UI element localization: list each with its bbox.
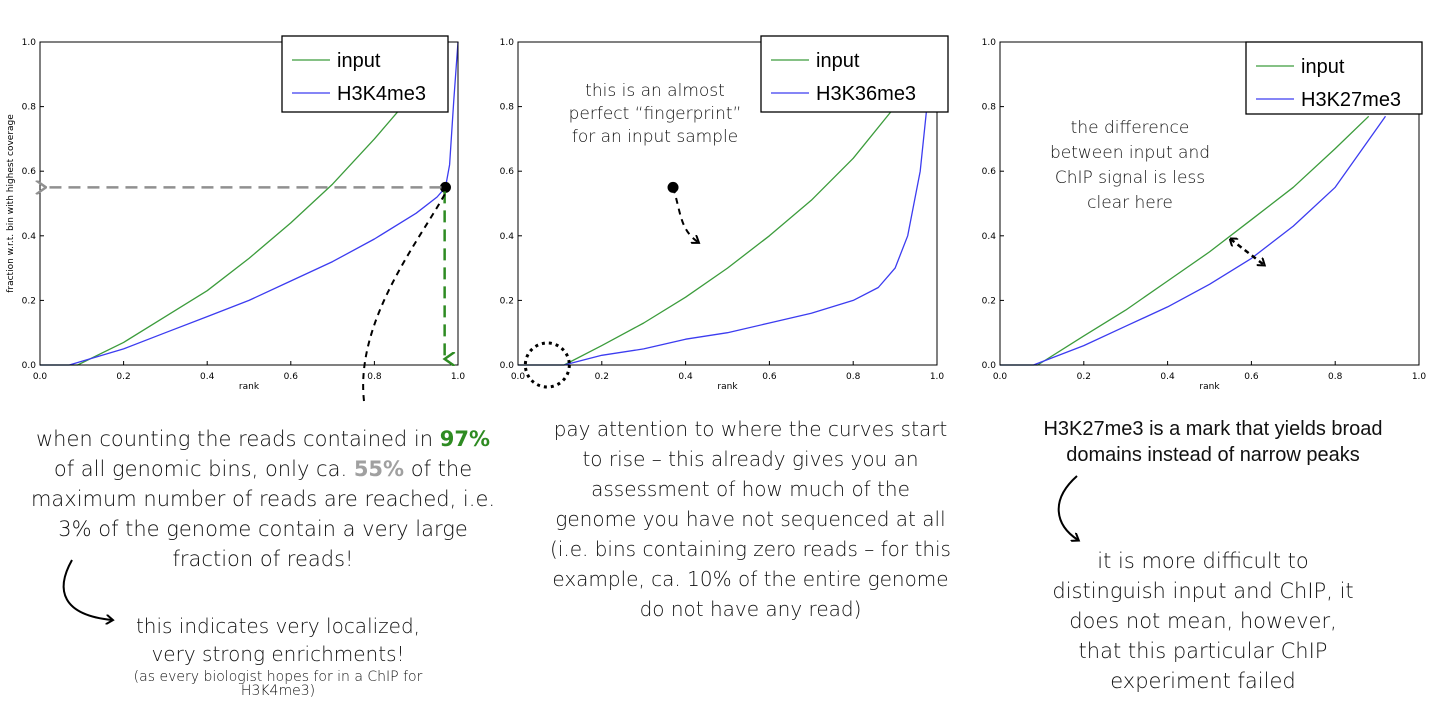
chart-h3k27me3: 0.0 0.2 0.4 0.6 0.8 1.0 0.0 0.2 0.4 0.6 0.8 1.0 rank…: [982, 38, 1427, 392]
x-tick-label: 0.8: [367, 372, 382, 382]
y-tick-label: 1.0: [22, 38, 37, 48]
y-tick-label: 0.0: [982, 361, 997, 371]
caption-h3k27me3: H3K27me3 is a mark that yields broad dom…: [1043, 418, 1383, 466]
note-chip-not-failed: it is more difficult to distinguish inpu…: [1052, 549, 1354, 693]
legend: input H3K36me3: [760, 35, 949, 113]
x-tick-label: 0.4: [200, 372, 215, 382]
note-localized-enrichments: this indicates very localized, very stro…: [135, 614, 421, 666]
y-tick-label: 1.0: [982, 38, 997, 48]
caption-text-2: of all genomic bins, only ca.: [53, 457, 354, 481]
series-line-input: [1000, 115, 1370, 366]
x-tick-label: 1.0: [930, 372, 945, 382]
x-tick-label: 0.6: [1244, 372, 1259, 382]
note-biologist-hopes: (as every biologist hopes for in a ChIP …: [133, 669, 423, 699]
x-axis-label: rank: [717, 382, 738, 392]
legend: input H3K4me3: [281, 35, 449, 113]
y-tick-label: 0.6: [22, 167, 37, 177]
x-tick-label: 0.4: [678, 372, 693, 382]
x-axis-label: rank: [1199, 382, 1220, 392]
legend-entry-h3k36me3: H3K36me3: [816, 83, 916, 105]
curved-arrow-right-note: [1057, 475, 1078, 540]
double-arrow-between-curves: [1230, 239, 1264, 265]
y-tick-label: 0.0: [500, 361, 515, 371]
series-line-h3k36me3: [518, 90, 930, 366]
x-tick-label: 0.2: [1077, 372, 1091, 382]
y-tick-label: 0.0: [22, 361, 37, 371]
note-difference-less-clear: the difference between input and ChIP si…: [1049, 118, 1211, 213]
y-tick-label: 0.4: [982, 232, 997, 242]
legend-entry-input: input: [1301, 56, 1345, 78]
legend-entry-h3k27me3: H3K27me3: [1301, 89, 1401, 111]
x-tick-label: 1.0: [1412, 372, 1427, 382]
legend-entry-input: input: [337, 50, 381, 72]
caption-text-3: of the maximum number of reads are reach…: [30, 457, 496, 571]
y-tick-label: 0.4: [22, 232, 37, 242]
legend-entry-input: input: [816, 50, 860, 72]
curved-dashed-arrow: [362, 191, 447, 402]
y-tick-label: 0.8: [982, 103, 997, 113]
caption-text-1: when counting the reads contained in: [35, 427, 440, 451]
legend-box: [760, 35, 949, 113]
dashed-arrow-to-input-curve: [672, 187, 698, 242]
y-tick-label: 1.0: [500, 38, 515, 48]
annotation-point: [439, 181, 451, 193]
highlight-55-percent: 55%: [353, 457, 405, 481]
y-tick-label: 0.4: [500, 232, 515, 242]
x-tick-label: 0.6: [762, 372, 777, 382]
y-tick-label: 0.6: [500, 167, 515, 177]
plot-frame: [517, 41, 938, 366]
highlight-97-percent: 97%: [439, 427, 491, 451]
plot-frame: [999, 41, 1420, 366]
x-tick-label: 0.4: [1160, 372, 1175, 382]
x-tick-label: 1.0: [451, 372, 466, 382]
y-tick-label: 0.8: [500, 103, 515, 113]
x-axis-label: rank: [239, 382, 260, 392]
curved-arrow-left-note: [62, 559, 112, 620]
chart-h3k4me3: 0.0 0.2 0.4 0.6 0.8 1.0 0.0 0.2 0.4 0.6 0.8 1.0 rank…: [6, 35, 466, 392]
series-line-input: [518, 80, 917, 366]
x-tick-label: 0.8: [1328, 372, 1343, 382]
series-line-h3k4me3: [40, 41, 459, 366]
caption-h3k4me3: when counting the reads contained in 97%…: [28, 424, 498, 574]
y-tick-label: 0.6: [982, 167, 997, 177]
y-tick-label: 0.2: [500, 296, 514, 306]
annotation-overlays: [62, 191, 1078, 620]
y-tick-label: 0.8: [22, 103, 37, 113]
x-tick-label: 0.6: [284, 372, 299, 382]
y-tick-label: 0.2: [982, 296, 996, 306]
x-tick-label: 0.0: [511, 372, 526, 382]
x-tick-label: 0.0: [33, 372, 48, 382]
caption-h3k36me3: pay attention to where the curves start …: [550, 417, 951, 621]
chart-h3k36me3: 0.0 0.2 0.4 0.6 0.8 1.0 0.0 0.2 0.4 0.6 0.8 1.0 rank…: [500, 35, 949, 392]
note-input-fingerprint: this is an almost perfect “fingerprint” …: [568, 81, 742, 147]
legend-entry-h3k4me3: H3K4me3: [337, 83, 426, 105]
plot-frame: [39, 41, 459, 366]
legend-box: [281, 35, 449, 113]
y-tick-label: 0.2: [22, 296, 36, 306]
x-tick-label: 0.2: [595, 372, 609, 382]
series-line-h3k27me3: [1000, 115, 1387, 366]
legend: input H3K27me3: [1245, 41, 1423, 115]
x-tick-label: 0.8: [846, 372, 861, 382]
dotted-circle-zero-region: [523, 341, 571, 389]
legend-box: [1245, 41, 1423, 115]
x-tick-label: 0.2: [116, 372, 130, 382]
x-tick-label: 0.0: [993, 372, 1008, 382]
y-axis-label: fraction w.r.t. bin with highest coverag…: [6, 114, 16, 293]
series-line-input: [40, 99, 409, 366]
